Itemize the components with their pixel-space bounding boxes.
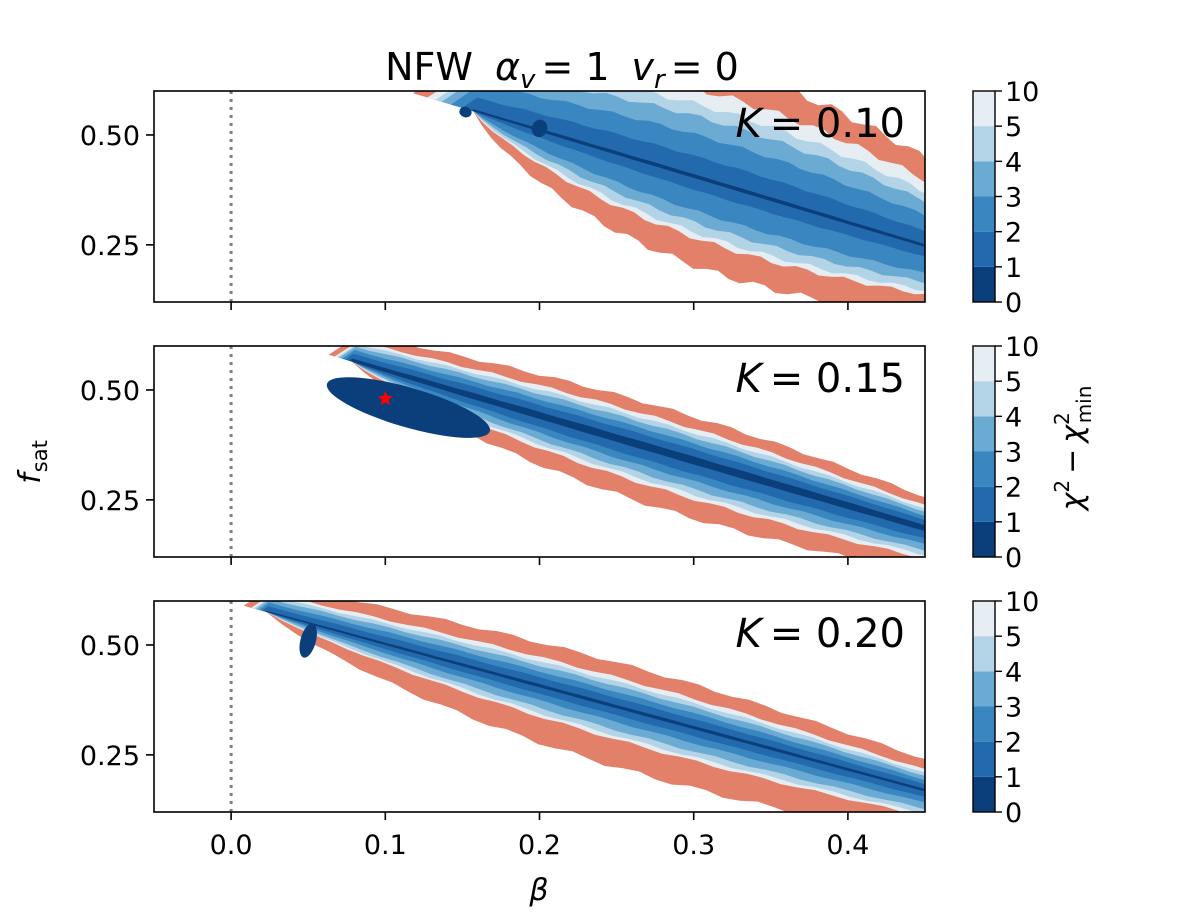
colorbar-tick-label: 2 [1005,473,1022,504]
x-tick-label: 0.1 [364,830,407,861]
colorbar-tick-label: 3 [1005,693,1022,724]
colorbar-tick-label: 4 [1005,657,1022,688]
panels-group: 0.250.50 K = 0.100.250.50 K = 0.150.0 0.1 0.2 0… [80,90,926,861]
colorbar-tick-label: 5 [1005,622,1022,653]
colorbar-segment-4-5 [973,381,995,417]
colorbar-segment-1-2 [973,741,995,777]
figure-title: NFW αv = 1 vr = 0 [385,45,739,95]
colorbar-tick-label: 1 [1005,763,1022,794]
best-fit-star-marker [377,390,393,406]
colorbar-segment-0-1 [973,776,995,812]
contour-fills [413,91,925,302]
x-tick-label: 0.4 [826,830,869,861]
colorbar-tick-label: 10 [1005,77,1039,108]
colorbar-segment-3-4 [973,671,995,707]
contour-band-level-0 [471,109,925,248]
colorbar-tick-label: 1 [1005,253,1022,284]
panel-2: 0.25 0.50 K = 0.15 [80,345,926,565]
minimum-region-1 [326,377,491,438]
colorbar-segment-3-4 [973,416,995,452]
colorbar-tick-label: 10 [1005,587,1039,618]
colorbar-tick-label: 5 [1005,112,1022,143]
contour-band-level-0 [349,358,925,531]
panel-3: 0.0 0.1 0.2 0.3 0.4 0.25 0.50 K = 0.20 [80,600,926,861]
x-tick-label: 0.2 [518,830,561,861]
panel-1: 0.25 0.50 K = 0.10 [80,90,926,310]
colorbar-tick-label: 4 [1005,147,1022,178]
minimum-region-2 [531,119,548,138]
colorbar-tick-label: 3 [1005,438,1022,469]
y-tick-label: 0.25 [80,741,140,772]
minimum-region-1 [459,106,472,118]
colorbar-tick-label: 0 [1005,543,1022,574]
colorbar-segment-2-3 [973,706,995,742]
minimum-region-1 [299,623,317,658]
colorbar-segment-1-2 [973,486,995,522]
colorbar-1: 0 1 2 3 4 5 10 [972,77,1039,319]
x-tick-label: 0.3 [672,830,715,861]
colorbar-segment-5-10 [973,601,995,637]
colorbar-segment-0-1 [973,266,995,302]
colorbar-tick-label: 2 [1005,218,1022,249]
colorbar-segment-4-5 [973,126,995,162]
colorbar-3: 0 1 2 3 4 5 10 [972,587,1039,829]
colorbar-tick-label: 0 [1005,798,1022,829]
contour-fills [326,346,925,557]
colorbar-tick-label: 0 [1005,288,1022,319]
x-tick-label: 0.0 [210,830,253,861]
y-tick-label: 0.50 [80,631,140,662]
colorbar-tick-label: 1 [1005,508,1022,539]
panel-k-label: K = 0.20 [735,611,905,657]
colorbar-segment-0-1 [973,521,995,557]
x-axis-label: β [528,873,548,908]
colorbar-2: 0 1 2 3 4 5 10 [972,332,1039,574]
y-tick-label: 0.25 [80,486,140,517]
colorbar-tick-label: 4 [1005,402,1022,433]
colorbar-tick-label: 2 [1005,728,1022,759]
contour-fills [243,601,925,812]
y-tick-label: 0.50 [80,121,140,152]
colorbar-segment-2-3 [973,451,995,487]
y-axis-label: fsat [13,440,52,484]
colorbar-tick-label: 5 [1005,367,1022,398]
y-tick-label: 0.50 [80,376,140,407]
colorbar-segment-3-4 [973,161,995,197]
colorbar-segment-2-3 [973,196,995,232]
y-tick-label: 0.25 [80,231,140,262]
colorbar-label: χ2−χ2min [1050,386,1096,513]
colorbar-segment-4-5 [973,636,995,672]
panel-k-label: K = 0.10 [735,101,905,147]
colorbar-segment-5-10 [973,346,995,382]
panel-k-label: K = 0.15 [735,356,905,402]
contour-band-level-0 [265,610,925,792]
colorbar-segment-1-2 [973,231,995,267]
colorbars-group: 0 1 2 3 4 5 10 0 1 2 3 4 5 10 0 1 2 3 4 5 10 [972,77,1039,829]
colorbar-segment-5-10 [973,91,995,127]
colorbar-tick-label: 3 [1005,183,1022,214]
colorbar-tick-label: 10 [1005,332,1039,363]
